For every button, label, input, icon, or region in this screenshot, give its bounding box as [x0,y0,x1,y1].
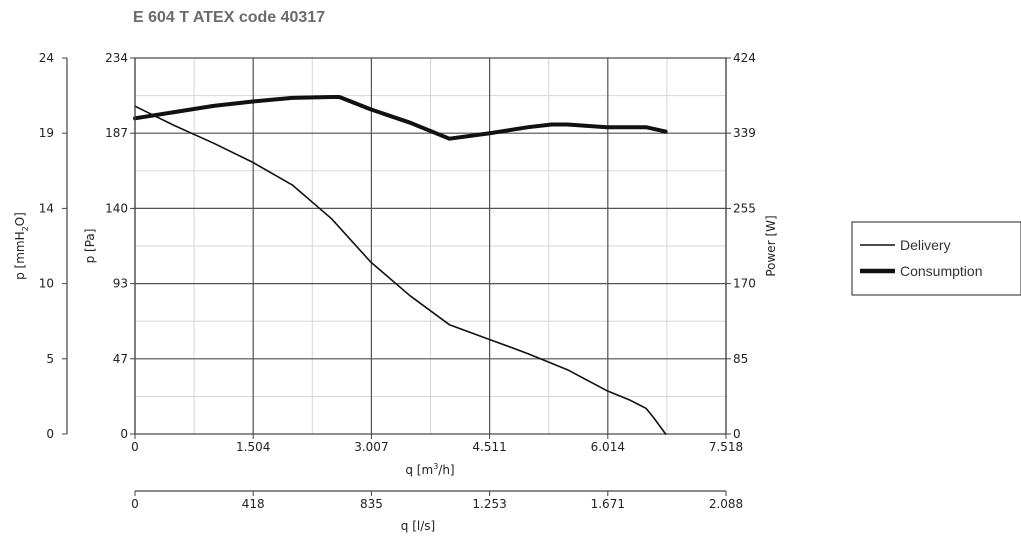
chart-title: E 604 T ATEX code 40317 [133,9,325,26]
tick-label-m3h: 3.007 [354,440,388,454]
tick-label-ls: 2.088 [709,497,743,511]
tick-label-pa: 93 [113,277,128,291]
tick-label-ls: 1.253 [472,497,506,511]
tick-label-pa: 47 [113,352,128,366]
legend-box [851,221,1021,296]
tick-label-pa: 234 [105,51,128,65]
series-line-delivery [134,105,667,435]
y-axis-label-mmh2o: p [mmH2O] [13,212,30,280]
series-line-consumption [133,95,668,141]
tick-label-pa: 140 [105,201,128,215]
tick-label-mmh2o: 10 [39,277,54,291]
tick-label-mmh2o: 5 [46,352,54,366]
y-axis-label-pa: p [Pa] [83,229,97,264]
tick-label-ls: 0 [131,497,139,511]
series-layer [133,95,668,435]
plot-grid [135,58,726,434]
tick-label-mmh2o: 24 [39,51,54,65]
tick-label-power: 85 [733,352,748,366]
tick-label-ls: 418 [242,497,265,511]
legend-label-consumption: Consumption [900,263,983,279]
tick-label-pa: 0 [120,427,128,441]
tick-label-power: 424 [733,51,756,65]
tick-label-m3h: 0 [131,440,139,454]
tick-label-mmh2o: 0 [46,427,54,441]
tick-label-m3h: 4.511 [472,440,506,454]
x-axis-label-ls: q [l/s] [401,519,435,533]
x-axis-label-m3h: q [m3/h] [405,462,454,477]
legend: Delivery Consumption [851,221,1021,296]
tick-label-power: 339 [733,126,756,140]
tick-label-m3h: 6.014 [591,440,625,454]
tick-label-ls: 1.671 [591,497,625,511]
tick-label-m3h: 1.504 [236,440,270,454]
tick-label-mmh2o: 14 [39,201,54,215]
legend-label-delivery: Delivery [900,237,951,253]
tick-label-pa: 187 [105,126,128,140]
tick-label-m3h: 7.518 [709,440,743,454]
tick-label-mmh2o: 19 [39,126,54,140]
tick-label-power: 0 [733,427,741,441]
y-axis-label-power: Power [W] [764,215,778,276]
tick-label-power: 255 [733,201,756,215]
tick-label-ls: 835 [360,497,383,511]
tick-label-power: 170 [733,277,756,291]
